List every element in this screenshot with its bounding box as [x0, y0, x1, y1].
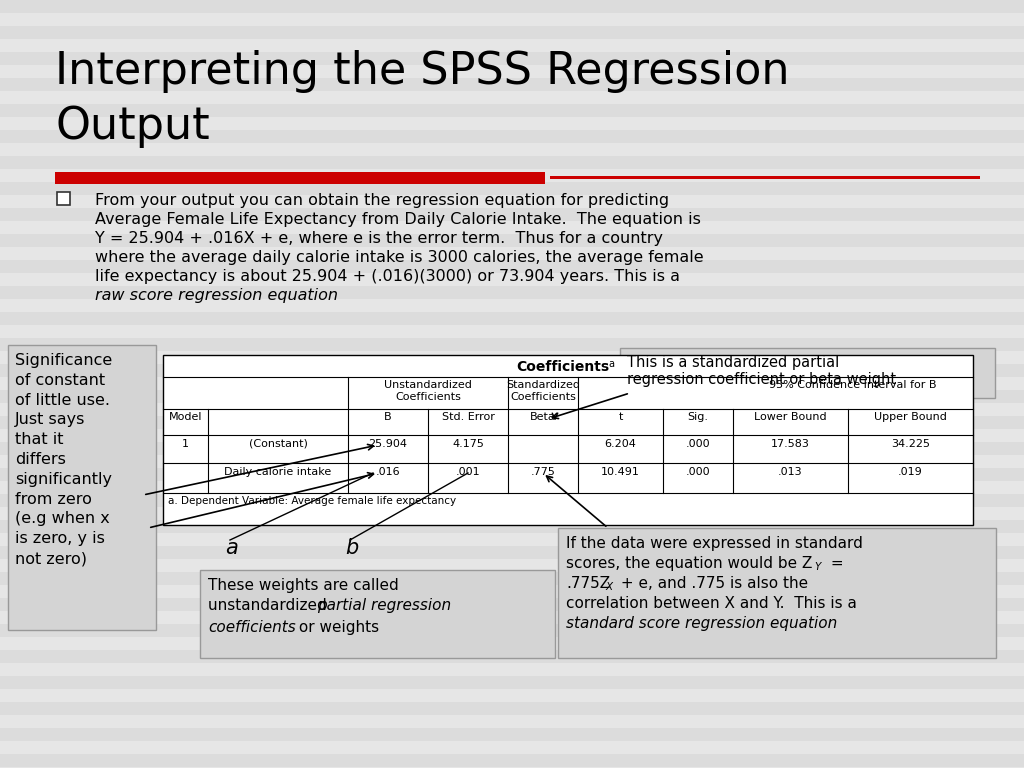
Bar [550, 176, 980, 179]
Text: Daily calorie intake: Daily calorie intake [224, 467, 332, 477]
Bar [0, 260, 1024, 273]
Text: .775: .775 [530, 467, 555, 477]
Text: 10.491: 10.491 [601, 467, 640, 477]
Text: Model: Model [169, 412, 203, 422]
Text: Unstandardized
Coefficients: Unstandardized Coefficients [384, 380, 472, 402]
Text: life expectancy is about 25.904 + (.016)(3000) or 73.904 years. This is a: life expectancy is about 25.904 + (.016)… [95, 269, 680, 284]
Text: .000: .000 [686, 439, 711, 449]
Text: .013: .013 [778, 467, 803, 477]
Bar [0, 234, 1024, 247]
Text: Coefficients: Coefficients [516, 360, 609, 374]
Bar [620, 348, 995, 398]
Text: Upper Bound: Upper Bound [874, 412, 947, 422]
Bar [0, 312, 1024, 325]
Bar [0, 520, 1024, 533]
Bar [0, 390, 1024, 403]
Bar [0, 650, 1024, 663]
Text: a: a [225, 538, 238, 558]
Bar [0, 78, 1024, 91]
Bar [0, 182, 1024, 195]
Text: 6.204: 6.204 [604, 439, 637, 449]
Text: 25.904: 25.904 [369, 439, 408, 449]
Text: standard score regression equation: standard score regression equation [566, 616, 838, 631]
Text: a: a [608, 359, 614, 369]
Text: .775Z: .775Z [566, 576, 610, 591]
Text: 4.175: 4.175 [452, 439, 484, 449]
Text: Y = 25.904 + .016X + e, where e is the error term.  Thus for a country: Y = 25.904 + .016X + e, where e is the e… [95, 231, 663, 246]
Text: X: X [605, 582, 612, 592]
Text: or weights: or weights [294, 620, 379, 635]
Text: unstandardized: unstandardized [208, 598, 332, 613]
Text: .000: .000 [686, 467, 711, 477]
Text: coefficients: coefficients [208, 620, 296, 635]
Text: Output: Output [55, 105, 210, 148]
Text: =: = [826, 556, 844, 571]
Text: + e, and .775 is also the: + e, and .775 is also the [616, 576, 808, 591]
Text: (Constant): (Constant) [249, 439, 307, 449]
Text: 17.583: 17.583 [771, 439, 810, 449]
Bar [0, 104, 1024, 117]
Text: These weights are called: These weights are called [208, 578, 398, 593]
Text: 34.225: 34.225 [891, 439, 930, 449]
Bar [0, 0, 1024, 13]
Text: Beta: Beta [530, 412, 556, 422]
Text: a. Dependent Variable: Average female life expectancy: a. Dependent Variable: Average female li… [168, 496, 456, 506]
Bar [163, 355, 973, 525]
Bar [0, 494, 1024, 507]
Text: B: B [384, 412, 392, 422]
Text: scores, the equation would be Z: scores, the equation would be Z [566, 556, 812, 571]
Text: 95% Confidence Interval for B: 95% Confidence Interval for B [769, 380, 937, 390]
Text: where the average daily calorie intake is 3000 calories, the average female: where the average daily calorie intake i… [95, 250, 703, 265]
Text: Sig.: Sig. [687, 412, 709, 422]
Bar [0, 702, 1024, 715]
Text: Lower Bound: Lower Bound [755, 412, 826, 422]
Text: .016: .016 [376, 467, 400, 477]
Bar [0, 26, 1024, 39]
Bar [0, 546, 1024, 559]
Text: correlation between X and Y.  This is a: correlation between X and Y. This is a [566, 596, 857, 611]
Text: Std. Error: Std. Error [441, 412, 495, 422]
Bar [57, 192, 70, 205]
Text: b: b [345, 538, 358, 558]
Text: From your output you can obtain the regression equation for predicting: From your output you can obtain the regr… [95, 193, 669, 208]
Text: raw score regression equation: raw score regression equation [95, 288, 338, 303]
Bar [0, 156, 1024, 169]
Bar [0, 338, 1024, 351]
Bar [0, 416, 1024, 429]
Text: If the data were expressed in standard: If the data were expressed in standard [566, 536, 863, 551]
Bar [0, 442, 1024, 455]
Bar [0, 286, 1024, 299]
Bar [0, 208, 1024, 221]
Bar [0, 728, 1024, 741]
Text: 1: 1 [182, 439, 189, 449]
Bar [0, 52, 1024, 65]
Bar [200, 570, 555, 658]
Bar [0, 676, 1024, 689]
Text: partial regression: partial regression [317, 598, 452, 613]
Bar [558, 528, 996, 658]
Bar [0, 624, 1024, 637]
Text: This is a standardized partial
regression coefficient or beta weight: This is a standardized partial regressio… [627, 355, 896, 387]
Bar [0, 754, 1024, 767]
Bar [55, 172, 545, 184]
Text: Y: Y [814, 562, 820, 572]
Text: Standardized
Coefficients: Standardized Coefficients [506, 380, 580, 402]
Text: Significance
of constant
of little use.
Just says
that it
differs
significantly
: Significance of constant of little use. … [15, 353, 113, 566]
Bar [8, 345, 156, 630]
Bar [0, 572, 1024, 585]
Bar [0, 598, 1024, 611]
Bar [0, 468, 1024, 481]
Bar [0, 130, 1024, 143]
Bar [0, 364, 1024, 377]
Text: t: t [618, 412, 623, 422]
Text: .019: .019 [898, 467, 923, 477]
Text: .001: .001 [456, 467, 480, 477]
Text: Interpreting the SPSS Regression: Interpreting the SPSS Regression [55, 50, 790, 93]
Text: Average Female Life Expectancy from Daily Calorie Intake.  The equation is: Average Female Life Expectancy from Dail… [95, 212, 700, 227]
